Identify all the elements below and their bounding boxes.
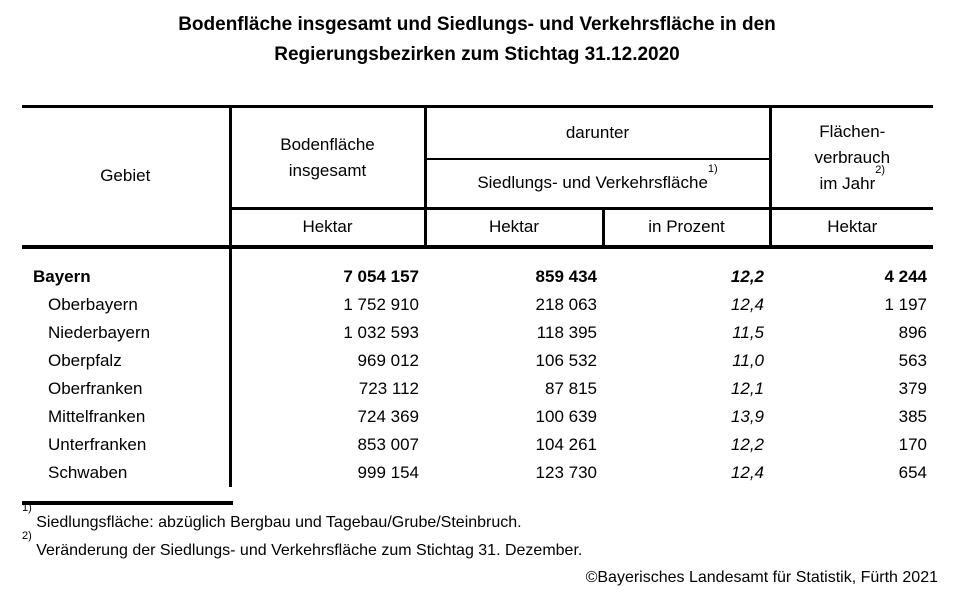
row-label: Unterfranken bbox=[22, 430, 232, 459]
footnote-1-text: Siedlungsfläche: abzüglich Bergbau und T… bbox=[36, 513, 522, 531]
cell-consumption: 379 bbox=[898, 378, 928, 398]
header-siedlungs-verkehrsflaeche: Siedlungs- und Verkehrsfläche1) bbox=[423, 158, 772, 210]
footnote-2-marker: 2) bbox=[22, 529, 32, 542]
header-unit-prozent: in Prozent bbox=[603, 208, 772, 249]
table-row-oberpfalz: Oberpfalz 969 012 106 532 11,0 563 bbox=[22, 346, 933, 375]
table-row-bayern: Bayern 7 054 157 859 434 12,2 4 244 bbox=[22, 262, 933, 291]
cell-pct: 12,4 bbox=[730, 462, 765, 482]
header-unit-hektar-fv: Hektar bbox=[770, 208, 934, 249]
row-label: Schwaben bbox=[22, 458, 232, 487]
cell-suv: 87 815 bbox=[545, 378, 597, 398]
cell-suv: 104 261 bbox=[535, 434, 597, 454]
cell-pct: 13,9 bbox=[730, 406, 765, 426]
cell-total: 1 752 910 bbox=[343, 294, 419, 314]
body-bottom-spacer bbox=[22, 487, 933, 501]
cell-total: 724 369 bbox=[357, 406, 419, 426]
cell-pct: 12,2 bbox=[730, 434, 765, 454]
body-top-spacer bbox=[22, 246, 933, 263]
page-title-line1: Bodenfläche insgesamt und Siedlungs- und… bbox=[178, 14, 776, 35]
footnote-marker-1: 1) bbox=[707, 163, 718, 176]
header-flaechenverbrauch: Flächen- verbrauch im Jahr2) bbox=[770, 105, 934, 210]
cell-pct: 12,4 bbox=[730, 294, 765, 314]
cell-consumption: 654 bbox=[898, 462, 928, 482]
cell-suv: 100 639 bbox=[535, 406, 597, 426]
page-title-line2: Regierungsbezirken zum Stichtag 31.12.20… bbox=[274, 44, 680, 65]
cell-consumption: 1 197 bbox=[884, 294, 928, 314]
row-label: Bayern bbox=[22, 262, 232, 291]
header-bodenflaeche-insgesamt: Bodenfläche insgesamt bbox=[230, 105, 427, 210]
header-unit-hektar-total: Hektar bbox=[228, 208, 427, 249]
cell-consumption: 170 bbox=[898, 434, 928, 454]
cell-consumption: 4 244 bbox=[884, 266, 928, 286]
cell-total: 723 112 bbox=[358, 378, 419, 398]
row-label: Oberbayern bbox=[22, 290, 232, 319]
cell-pct: 12,1 bbox=[730, 378, 765, 398]
cell-total: 969 012 bbox=[357, 350, 419, 370]
row-label: Oberpfalz bbox=[22, 346, 232, 375]
cell-total: 853 007 bbox=[357, 434, 419, 454]
cell-suv: 123 730 bbox=[535, 462, 597, 482]
header-darunter: darunter bbox=[425, 105, 772, 160]
table-header: Gebiet Bodenfläche insgesamt darunter Fl… bbox=[22, 105, 934, 249]
statistics-table: Gebiet Bodenfläche insgesamt darunter Fl… bbox=[22, 105, 934, 501]
row-label: Niederbayern bbox=[22, 318, 232, 347]
cell-consumption: 563 bbox=[898, 350, 928, 370]
cell-total: 999 154 bbox=[357, 462, 419, 482]
footnote-separator bbox=[22, 500, 233, 505]
header-unit-hektar-suv: Hektar bbox=[425, 208, 605, 249]
table-row-unterfranken: Unterfranken 853 007 104 261 12,2 170 bbox=[22, 430, 933, 459]
cell-pct: 12,2 bbox=[730, 266, 765, 286]
cell-suv: 218 063 bbox=[535, 294, 597, 314]
row-label: Mittelfranken bbox=[22, 402, 232, 431]
footnote-1-marker: 1) bbox=[22, 501, 32, 514]
cell-suv: 106 532 bbox=[535, 350, 597, 370]
copyright-notice: ©Bayerisches Landesamt für Statistik, Fü… bbox=[585, 568, 938, 586]
page-title: Bodenfläche insgesamt und Siedlungs- und… bbox=[0, 10, 954, 70]
table-row-schwaben: Schwaben 999 154 123 730 12,4 654 bbox=[22, 458, 933, 487]
footnote-1: 1) Siedlungsfläche: abzüglich Bergbau un… bbox=[22, 502, 954, 537]
footnote-marker-2: 2) bbox=[875, 163, 886, 176]
cell-suv: 859 434 bbox=[535, 266, 597, 286]
table-row-oberfranken: Oberfranken 723 112 87 815 12,1 379 bbox=[22, 374, 933, 403]
footnote-2-text: Veränderung der Siedlungs- und Verkehrsf… bbox=[36, 541, 583, 559]
header-gebiet: Gebiet bbox=[22, 105, 232, 249]
table-body: Bayern 7 054 157 859 434 12,2 4 244 Ober… bbox=[22, 246, 933, 501]
footnote-2: 2) Veränderung der Siedlungs- und Verkeh… bbox=[22, 530, 954, 565]
table-row-oberbayern: Oberbayern 1 752 910 218 063 12,4 1 197 bbox=[22, 290, 933, 319]
cell-consumption: 385 bbox=[898, 406, 928, 426]
cell-total: 7 054 157 bbox=[343, 266, 419, 286]
cell-pct: 11,5 bbox=[732, 322, 765, 342]
row-label: Oberfranken bbox=[22, 374, 232, 403]
footnotes: 1) Siedlungsfläche: abzüglich Bergbau un… bbox=[22, 502, 954, 565]
cell-total: 1 032 593 bbox=[343, 322, 419, 342]
cell-suv: 118 395 bbox=[536, 322, 597, 342]
cell-pct: 11,0 bbox=[732, 350, 765, 370]
table-row-mittelfranken: Mittelfranken 724 369 100 639 13,9 385 bbox=[22, 402, 933, 431]
table-row-niederbayern: Niederbayern 1 032 593 118 395 11,5 896 bbox=[22, 318, 933, 347]
cell-consumption: 896 bbox=[898, 322, 928, 342]
